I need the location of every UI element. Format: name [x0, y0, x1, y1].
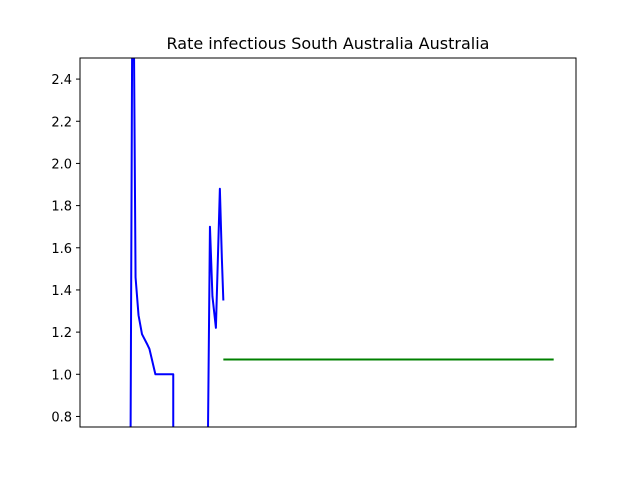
plot-frame: [79, 57, 577, 428]
y-tick-label: 1.8: [51, 200, 72, 215]
y-tick-label: 1.4: [51, 284, 72, 299]
series-layer: [129, 58, 554, 427]
y-tick-label: 1.6: [51, 242, 72, 257]
series-line-1: [129, 58, 175, 427]
y-tick-label: 1.2: [51, 326, 72, 341]
y-tick-label: 0.8: [51, 410, 72, 425]
chart-title: Rate infectious South Australia Australi…: [167, 34, 490, 53]
series-line-2: [207, 187, 225, 427]
y-tick-label: 2.2: [51, 115, 72, 130]
y-tick-label: 2.0: [51, 157, 72, 172]
y-tick-label: 2.4: [51, 73, 72, 88]
y-axis: 0.8 1.0 1.2 1.4 1.6 1.8 2.0 2.2 2.4: [51, 73, 80, 425]
y-tick-label: 1.0: [51, 368, 72, 383]
